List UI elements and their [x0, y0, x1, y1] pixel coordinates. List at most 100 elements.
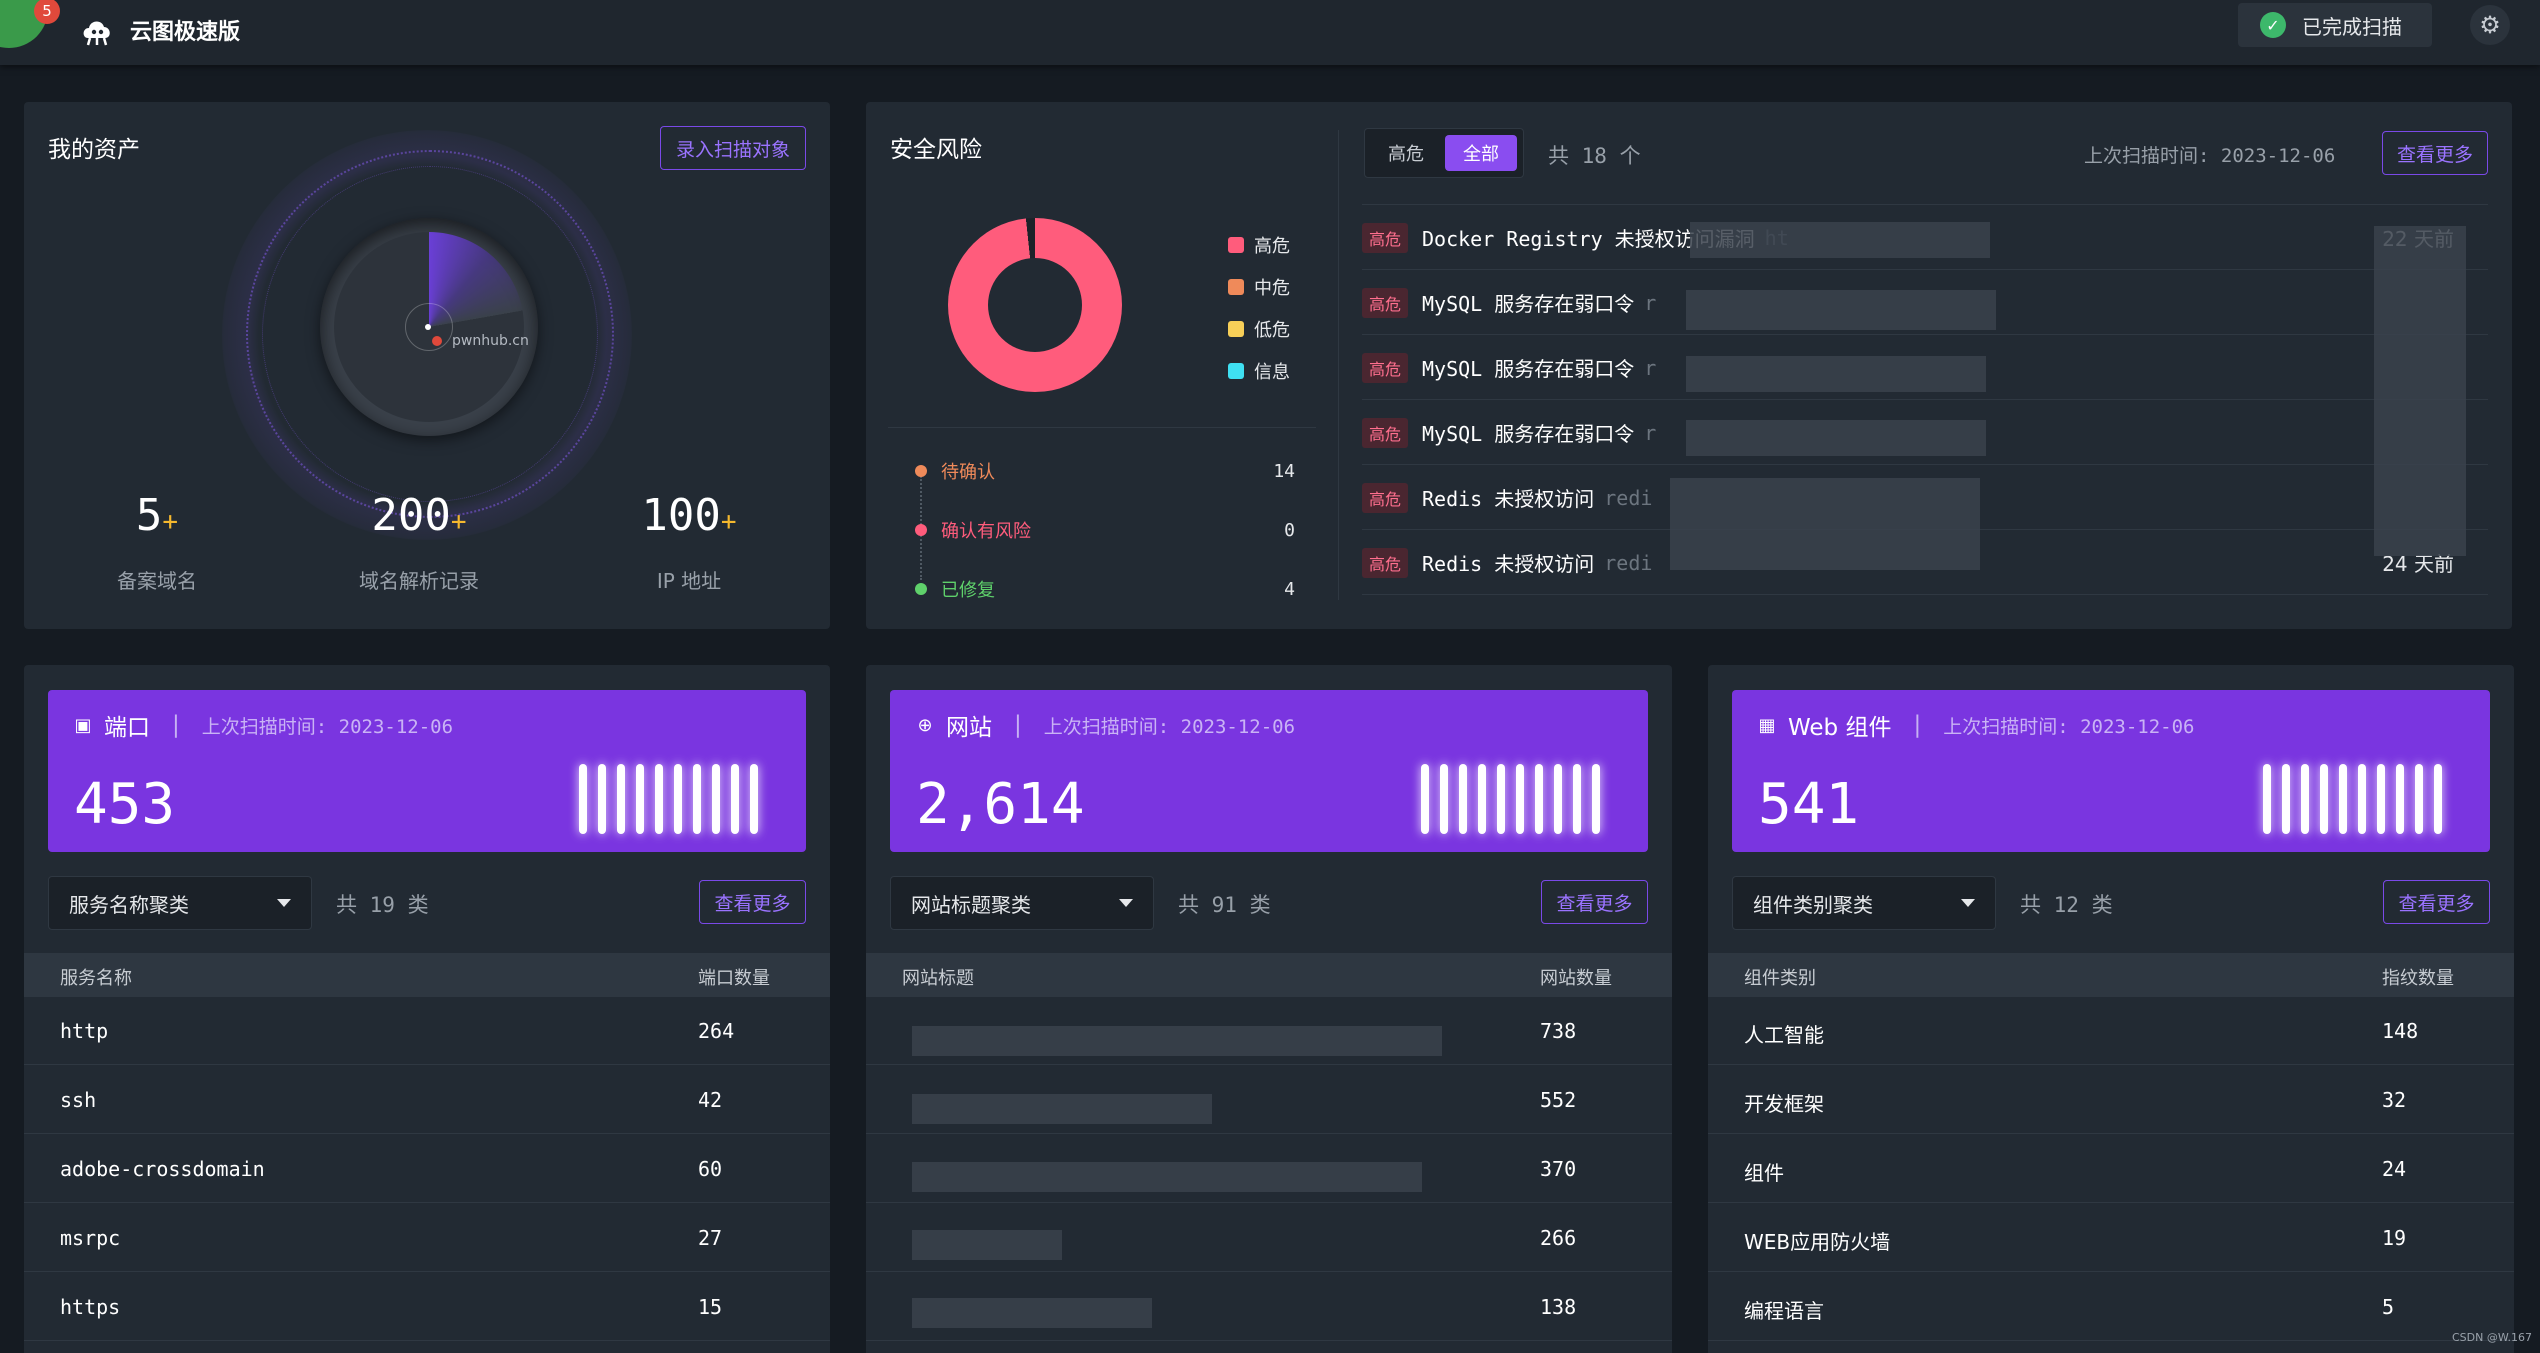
- ports-more-button[interactable]: 查看更多: [699, 880, 806, 924]
- row-name: 人工智能: [1744, 1023, 1824, 1047]
- row-name: WEB应用防火墙: [1744, 1230, 1891, 1254]
- vuln-row[interactable]: 高危 MySQL 服务存在弱口令 r: [1362, 336, 2488, 400]
- glow-bar: [2320, 764, 2328, 834]
- vuln-host: redi: [1604, 485, 1653, 510]
- chevron-down-icon: [277, 899, 291, 907]
- table-row[interactable]: 370: [866, 1135, 1672, 1203]
- status-pending[interactable]: 待确认 14: [915, 458, 1295, 484]
- risk-donut-hole: [988, 258, 1082, 352]
- table-row[interactable]: 552: [866, 1066, 1672, 1134]
- table-row[interactable]: WEB应用防火墙 19: [1708, 1204, 2514, 1272]
- glow-bar: [712, 764, 720, 834]
- table-row[interactable]: msrpc 27: [24, 1204, 830, 1272]
- table-row[interactable]: 开发框架 32: [1708, 1066, 2514, 1134]
- legend-low[interactable]: 低危: [1228, 316, 1290, 342]
- stat-domains-value: 5+: [135, 490, 179, 541]
- row-name: msrpc: [60, 1226, 121, 1250]
- grid-icon: ▦: [1758, 714, 1776, 736]
- websites-more-button[interactable]: 查看更多: [1541, 880, 1648, 924]
- vuln-row[interactable]: 高危 MySQL 服务存在弱口令 r: [1362, 271, 2488, 335]
- level-badge: 高危: [1362, 547, 1409, 578]
- status-fixed[interactable]: 已修复 4: [915, 576, 1295, 602]
- status-pending-value: 14: [1273, 460, 1295, 482]
- components-more-button[interactable]: 查看更多: [2383, 880, 2490, 924]
- glow-bar: [1554, 764, 1562, 834]
- glow-bar: [2396, 764, 2404, 834]
- websites-summary: ⊕ 网站 | 上次扫描时间: 2023-12-06 2,614: [890, 690, 1648, 852]
- table-row[interactable]: http 264: [24, 997, 830, 1065]
- table-row[interactable]: 组件 24: [1708, 1135, 2514, 1203]
- level-badge: 高危: [1362, 482, 1409, 513]
- table-row[interactable]: 266: [866, 1204, 1672, 1272]
- status-confirmed[interactable]: 确认有风险 0: [915, 517, 1295, 543]
- glow-bar: [2282, 764, 2290, 834]
- level-badge: 高危: [1362, 417, 1409, 448]
- row-name: 开发框架: [1744, 1092, 1824, 1116]
- vuln-row[interactable]: 高危 MySQL 服务存在弱口令 r: [1362, 401, 2488, 465]
- components-header: ▦ Web 组件 | 上次扫描时间: 2023-12-06: [1758, 708, 2195, 742]
- monitor-icon: ▣: [74, 714, 92, 736]
- select-value: 组件类别聚类: [1753, 892, 1873, 917]
- risk-more-button[interactable]: 查看更多: [2382, 131, 2488, 175]
- table-row[interactable]: https 15: [24, 1273, 830, 1341]
- legend-high[interactable]: 高危: [1228, 232, 1290, 258]
- components-last-scan: 上次扫描时间: 2023-12-06: [1943, 715, 2195, 738]
- table-row[interactable]: adobe-crossdomain 60: [24, 1135, 830, 1203]
- websites-header: ⊕ 网站 | 上次扫描时间: 2023-12-06: [916, 708, 1295, 742]
- vuln-name: MySQL 服务存在弱口令: [1422, 292, 1635, 316]
- glow-bar: [1478, 764, 1486, 834]
- row-count: 15: [698, 1295, 723, 1319]
- status-pending-label: 待确认: [941, 462, 995, 483]
- status-fixed-label: 已修复: [941, 580, 995, 601]
- risk-title: 安全风险: [890, 137, 982, 163]
- legend-low-swatch: [1228, 321, 1244, 337]
- ports-group-select[interactable]: 服务名称聚类: [48, 876, 312, 930]
- redacted-region: [1686, 356, 1986, 392]
- risk-last-scan: 上次扫描时间: 2023-12-06: [2084, 145, 2336, 167]
- table-row[interactable]: 138: [866, 1273, 1672, 1341]
- settings-gear-icon[interactable]: ⚙: [2470, 5, 2510, 45]
- stat-ip-value: 100+: [641, 490, 737, 541]
- table-row[interactable]: 编程语言 5: [1708, 1273, 2514, 1341]
- legend-info[interactable]: 信息: [1228, 358, 1290, 384]
- add-scan-target-button[interactable]: 录入扫描对象: [660, 126, 806, 170]
- table-row[interactable]: 人工智能 148: [1708, 997, 2514, 1065]
- components-group-select[interactable]: 组件类别聚类: [1732, 876, 1996, 930]
- redacted-region: [2374, 226, 2466, 556]
- tab-high[interactable]: 高危: [1388, 144, 1424, 165]
- components-title: Web 组件: [1788, 715, 1892, 741]
- stat-dns-label: 域名解析记录: [359, 569, 479, 593]
- scan-status-button[interactable]: ✓ 已完成扫描: [2238, 3, 2432, 47]
- header-separator: |: [1913, 712, 1922, 738]
- risk-divider: [888, 427, 1316, 428]
- vuln-host: r: [1644, 420, 1657, 445]
- row-name: ssh: [60, 1088, 97, 1112]
- websites-group-select[interactable]: 网站标题聚类: [890, 876, 1154, 930]
- radar-origin-dot: [425, 324, 431, 330]
- legend-medium[interactable]: 中危: [1228, 274, 1290, 300]
- glow-bar: [1516, 764, 1524, 834]
- status-confirmed-value: 0: [1284, 519, 1295, 541]
- glow-bar: [2358, 764, 2366, 834]
- column-header: 组件类别: [1744, 968, 1816, 989]
- notification-badge[interactable]: 5: [34, 0, 60, 24]
- table-row[interactable]: 738: [866, 997, 1672, 1065]
- components-table-header: 组件类别 指纹数量: [1708, 953, 2514, 997]
- legend-info-swatch: [1228, 363, 1244, 379]
- tab-all[interactable]: 全部: [1445, 135, 1517, 171]
- row-count: 266: [1540, 1226, 1577, 1250]
- row-name: adobe-crossdomain: [60, 1157, 265, 1181]
- globe-icon: ⊕: [917, 714, 933, 736]
- row-count: 738: [1540, 1019, 1577, 1043]
- row-count: 5: [2382, 1295, 2395, 1319]
- chevron-down-icon: [1119, 899, 1133, 907]
- row-name: http: [60, 1019, 109, 1043]
- vuln-row[interactable]: 高危 Redis 未授权访问 redi 24 天前: [1362, 531, 2488, 595]
- column-header: 网站标题: [902, 968, 974, 989]
- vuln-host: r: [1644, 355, 1657, 380]
- vuln-time: 24 天前: [2382, 552, 2454, 576]
- row-count: 552: [1540, 1088, 1577, 1112]
- glow-bar: [750, 764, 758, 834]
- table-row[interactable]: ssh 42: [24, 1066, 830, 1134]
- radar-target-icon: [432, 336, 442, 346]
